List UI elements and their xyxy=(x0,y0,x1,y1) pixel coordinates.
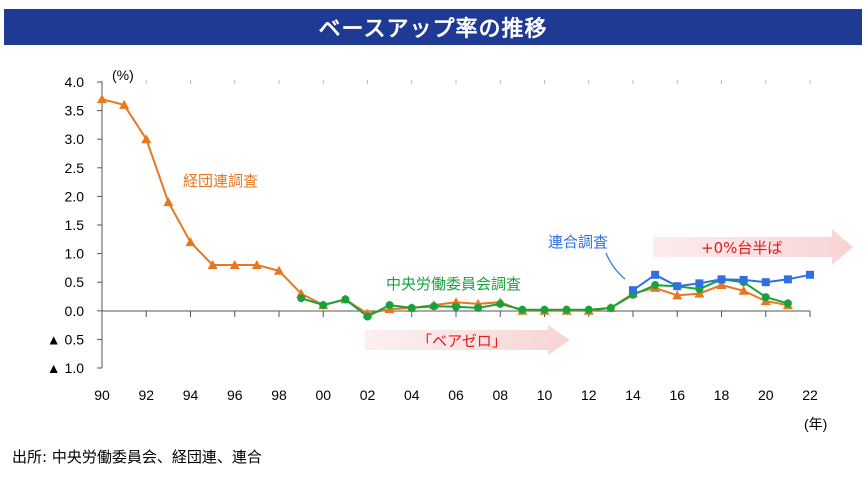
zero-arrow-label: 「ベアゼロ」 xyxy=(417,332,507,350)
x-tick-label: 90 xyxy=(94,387,110,403)
data-point xyxy=(738,285,749,295)
plus-arrow-label: +0%台半ば xyxy=(701,239,782,257)
y-tick-label: 1.0 xyxy=(65,246,85,262)
data-point xyxy=(761,278,770,287)
data-point xyxy=(651,270,660,279)
data-point xyxy=(429,302,438,311)
data-point xyxy=(783,275,792,284)
data-point xyxy=(185,237,196,247)
y-tick-label: ▲ 1.0 xyxy=(47,360,84,376)
zero-arrow-shape xyxy=(365,325,570,355)
data-point xyxy=(97,94,107,104)
x-tick-label: 18 xyxy=(714,387,730,403)
data-point xyxy=(496,299,505,308)
data-point xyxy=(695,279,704,288)
data-point xyxy=(672,290,683,300)
y-tick-label: 1.5 xyxy=(65,217,85,233)
data-point xyxy=(673,282,682,291)
chuo-label: 中央労働委員会調査 xyxy=(386,275,521,293)
data-point xyxy=(341,295,350,304)
data-point xyxy=(119,99,130,109)
data-point xyxy=(716,280,727,290)
data-point xyxy=(629,286,637,295)
data-point xyxy=(319,301,328,310)
series-line xyxy=(101,98,789,315)
data-point xyxy=(717,275,726,284)
x-tick-label: 14 xyxy=(625,387,641,403)
source-note: 出所: 中央労働委員会、経団連、連合 xyxy=(12,448,262,466)
x-tick-label: 06 xyxy=(448,387,464,403)
chart-title: ベースアップ率の推移 xyxy=(318,17,548,42)
title-bar: ベースアップ率の推移 xyxy=(4,9,862,45)
data-point xyxy=(694,288,705,298)
x-tick-label: 16 xyxy=(669,387,685,403)
data-point xyxy=(518,305,527,314)
y-tick-label: 0.0 xyxy=(65,303,85,319)
data-point xyxy=(739,275,748,284)
x-tick-label: 96 xyxy=(227,387,243,403)
x-tick-label: 04 xyxy=(404,387,420,403)
y-tick-label: 3.0 xyxy=(65,131,85,147)
x-tick-label: 08 xyxy=(492,387,508,403)
data-point xyxy=(562,305,571,314)
data-point xyxy=(474,303,483,312)
data-point xyxy=(606,303,615,312)
y-unit-label: (%) xyxy=(112,67,134,83)
x-unit-label: (年) xyxy=(804,416,827,432)
keidanren-label: 経団連調査 xyxy=(183,172,258,190)
data-point xyxy=(540,305,549,314)
data-point xyxy=(407,303,416,312)
y-tick-label: 3.5 xyxy=(65,103,85,119)
y-tick-label: 0.5 xyxy=(65,274,85,290)
x-tick-label: 00 xyxy=(315,387,331,403)
x-tick-label: 20 xyxy=(758,387,774,403)
data-point xyxy=(806,270,814,279)
x-tick-label: 02 xyxy=(360,387,376,403)
data-point xyxy=(229,260,240,270)
data-point xyxy=(783,299,792,308)
rengo-pointer xyxy=(605,252,626,280)
series-square xyxy=(629,270,814,295)
data-point xyxy=(385,301,394,310)
data-point xyxy=(452,302,460,311)
x-tick-label: 22 xyxy=(802,387,818,403)
x-tick-label: 10 xyxy=(537,387,553,403)
data-point xyxy=(584,305,593,314)
data-point xyxy=(141,134,152,144)
y-tick-label: 2.5 xyxy=(65,160,85,176)
data-point xyxy=(207,260,218,270)
x-tick-label: 92 xyxy=(138,387,154,403)
rengo-label: 連合調査 xyxy=(548,233,608,251)
x-tick-label: 94 xyxy=(183,387,199,403)
data-point xyxy=(297,294,306,303)
y-tick-label: 4.0 xyxy=(65,74,85,90)
data-point xyxy=(363,312,372,321)
y-tick-label: ▲ 0.5 xyxy=(47,331,84,347)
y-tick-label: 2.0 xyxy=(65,188,85,204)
plus-arrow-shape xyxy=(653,229,853,265)
data-point xyxy=(651,281,660,290)
x-tick-label: 12 xyxy=(581,387,597,403)
data-point xyxy=(163,197,174,207)
x-tick-label: 98 xyxy=(271,387,287,403)
data-point xyxy=(251,260,262,270)
data-point xyxy=(274,265,284,275)
data-point xyxy=(761,293,770,302)
